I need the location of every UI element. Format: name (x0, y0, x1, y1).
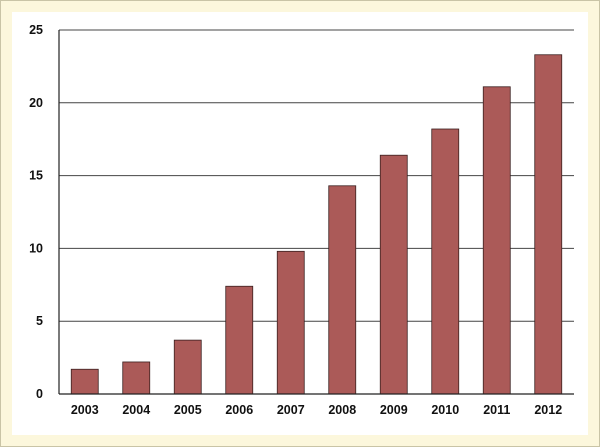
x-tick-label: 2007 (277, 403, 305, 417)
y-tick-labels: 0 5 10 15 20 25 (29, 23, 43, 401)
bar-2011 (482, 86, 511, 395)
x-tick-label: 2006 (225, 403, 253, 417)
x-tick-label: 2011 (483, 403, 510, 417)
y-tick-label: 0 (36, 387, 43, 401)
axes (58, 30, 574, 395)
bar-2007 (276, 250, 305, 395)
bar-2012 (534, 54, 563, 395)
x-tick-label: 2003 (71, 403, 99, 417)
x-tick-label: 2010 (431, 403, 459, 417)
x-tick-label: 2008 (328, 403, 356, 417)
x-tick-label: 2012 (534, 403, 562, 417)
bars (70, 54, 563, 395)
x-tick-labels: 2003 2004 2005 2006 2007 2008 2009 2010 2011 2012 (71, 403, 562, 417)
y-tick-label: 5 (36, 314, 43, 328)
bar-2006 (225, 285, 254, 395)
x-tick-label: 2005 (174, 403, 202, 417)
bar-2003 (70, 368, 99, 395)
y-tick-label: 15 (29, 169, 43, 183)
x-tick-label: 2009 (380, 403, 408, 417)
bar-2005 (173, 339, 202, 395)
bar-2009 (379, 154, 408, 395)
bar-2008 (328, 185, 357, 395)
bar-2010 (431, 128, 460, 395)
x-tick-label: 2004 (122, 403, 150, 417)
y-tick-label: 20 (29, 96, 43, 110)
y-tick-label: 25 (29, 23, 43, 37)
bar-2004 (122, 361, 151, 395)
y-tick-label: 10 (29, 241, 43, 255)
